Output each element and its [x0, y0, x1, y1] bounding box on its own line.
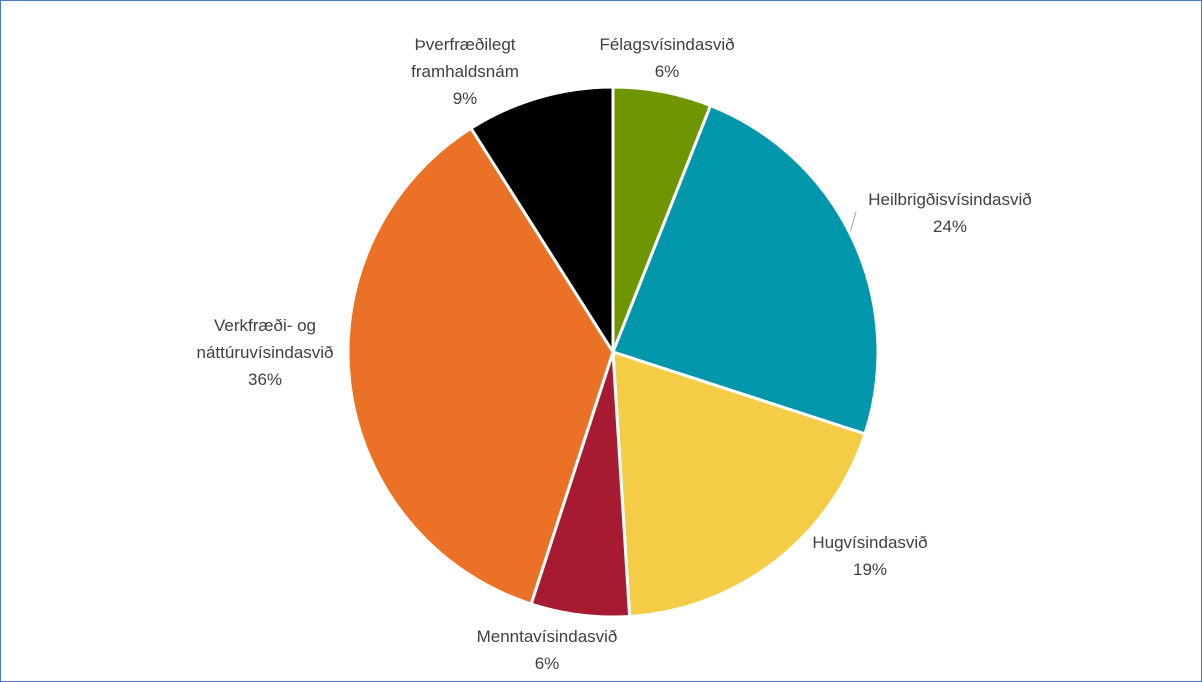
pie-slice [346, 126, 615, 606]
slice-label: Menntavísindasvið 6% [447, 623, 647, 677]
value-label: 36% [247, 370, 283, 389]
category-label: Verkfræði- og náttúruvísindasvið [196, 316, 334, 362]
slice-label: Hugvísindasvið 19% [770, 529, 970, 583]
category-label: Þverfræðilegt framhaldsnám [411, 35, 519, 81]
value-label: 24% [932, 217, 968, 236]
pie-slice [611, 350, 867, 618]
category-label: Menntavísindasvið [476, 627, 618, 646]
category-label: Félagsvísindasvið [599, 35, 735, 54]
value-label: 6% [654, 62, 680, 81]
pie-slice [611, 104, 880, 436]
leader-line [849, 211, 857, 234]
value-label: 9% [452, 89, 478, 108]
category-label: Heilbrigðisvísindasvið [868, 190, 1032, 209]
slice-label: Félagsvísindasvið 6% [567, 31, 767, 85]
slice-label: Þverfræðilegt framhaldsnám 9% [375, 31, 555, 112]
slice-label: Verkfræði- og náttúruvísindasvið 36% [165, 312, 365, 393]
category-label: Hugvísindasvið [812, 533, 928, 552]
pie-slice [469, 85, 615, 354]
slice-label: Heilbrigðisvísindasvið 24% [830, 186, 1070, 240]
value-label: 19% [852, 560, 888, 579]
value-label: 6% [534, 654, 560, 673]
